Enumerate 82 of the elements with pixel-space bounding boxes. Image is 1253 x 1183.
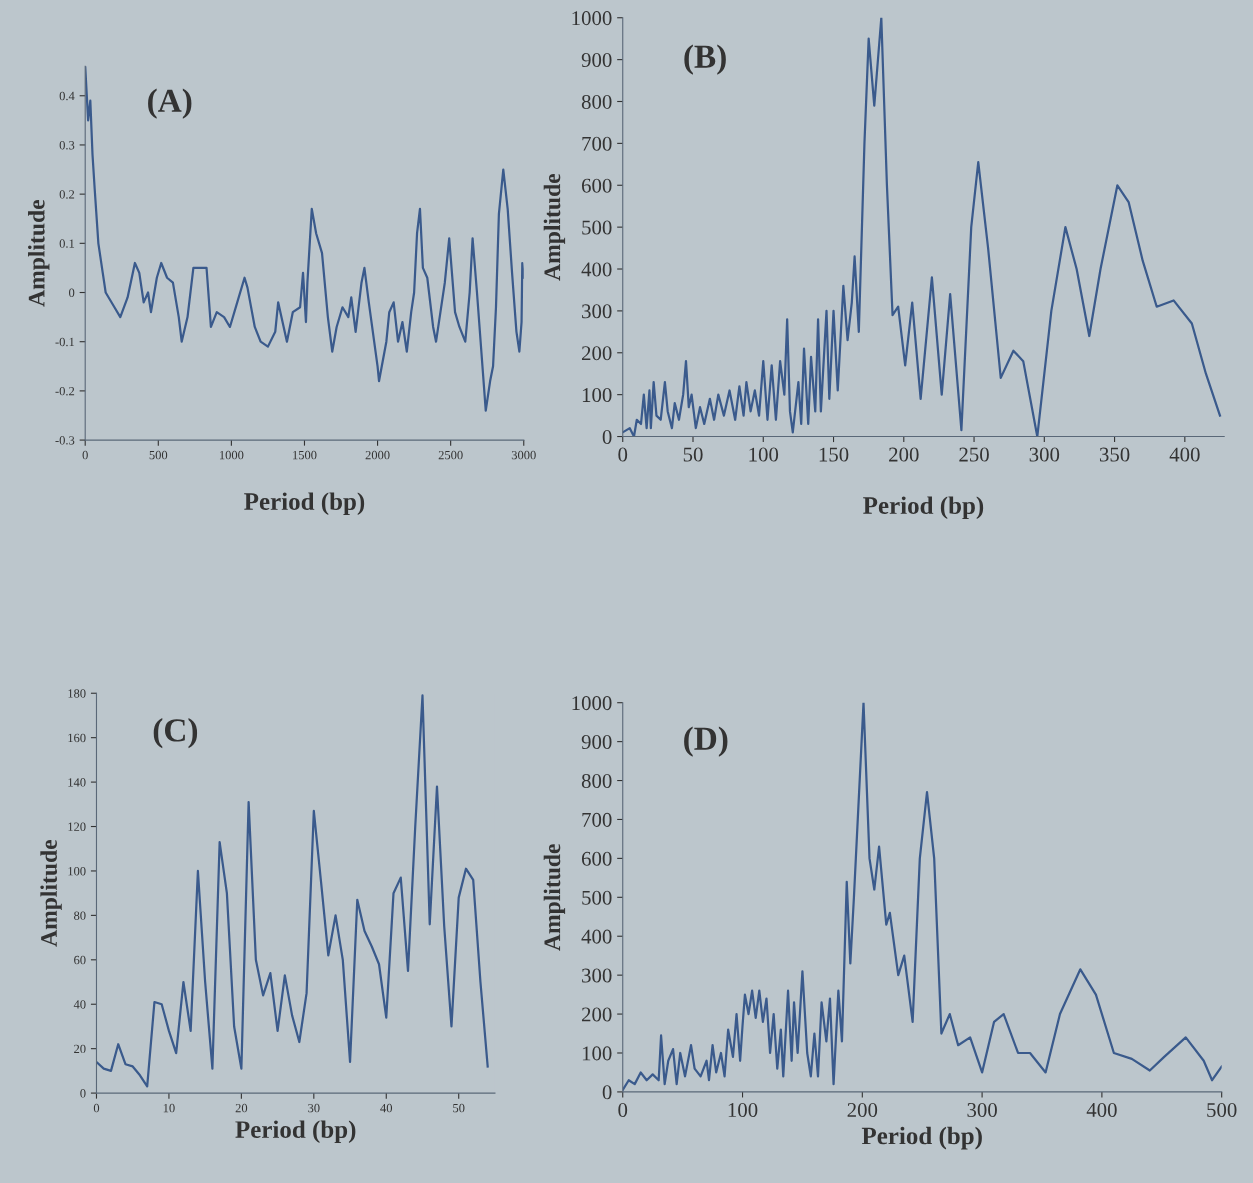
y-axis-title: Amplitude (40, 839, 62, 947)
x-tick-label: 400 (1086, 1102, 1117, 1117)
x-tick-label: 0 (618, 447, 628, 462)
y-tick-label: 180 (68, 689, 86, 698)
y-tick-label: 300 (582, 304, 612, 319)
y-tick-label: 700 (582, 812, 612, 827)
y-tick-label: 900 (581, 53, 612, 68)
y-tick-label: 200 (581, 346, 612, 361)
y-tick-label: 0 (602, 1085, 612, 1100)
x-tick-label: 20 (235, 1103, 248, 1113)
y-tick-label: 900 (581, 735, 612, 750)
annotation: (A) (148, 88, 192, 119)
x-tick-label: 200 (889, 447, 919, 462)
y-axis-title: Amplitude (543, 844, 566, 951)
y-tick-label: 300 (582, 968, 612, 983)
x-tick-label: 400 (1169, 447, 1200, 462)
y-tick-label: 140 (68, 778, 86, 787)
x-tick-label: 100 (749, 447, 779, 462)
y-tick-label: 500 (582, 890, 612, 905)
y-tick-label: 400 (581, 262, 612, 277)
x-tick-label: 200 (847, 1102, 878, 1117)
x-tick-label: 150 (819, 447, 849, 462)
y-tick-label: 600 (581, 851, 612, 866)
x-tick-label: 40 (380, 1103, 393, 1113)
y-tick-label: -0.3 (55, 436, 75, 445)
y-tick-label: 160 (68, 733, 86, 743)
x-tick-label: 1500 (293, 450, 317, 460)
line-series (622, 702, 1222, 1092)
y-tick-label: 120 (68, 822, 86, 831)
y-tick-label: 20 (74, 1044, 86, 1054)
y-tick-label: 1000 (572, 696, 612, 711)
x-axis-title: Period (bp) (244, 492, 365, 516)
y-axis-title: Amplitude (543, 173, 566, 281)
y-tick-label: -0.1 (55, 337, 75, 347)
x-tick-label: 350 (1099, 447, 1130, 462)
x-axis-title: Period (bp) (861, 1126, 982, 1150)
y-tick-label: 80 (74, 911, 86, 920)
y-tick-label: 0.2 (59, 190, 75, 199)
line-series (96, 694, 489, 1088)
x-axis-title: Period (bp) (235, 1120, 356, 1144)
y-tick-label: 0.4 (59, 91, 75, 101)
y-tick-label: 0.3 (59, 140, 75, 150)
y-tick-label: 0 (602, 429, 612, 444)
annotation: (D) (684, 726, 728, 757)
x-tick-label: 300 (1029, 447, 1060, 462)
x-tick-label: 50 (453, 1103, 465, 1113)
annotation: (C) (153, 718, 198, 749)
y-tick-label: 200 (581, 1007, 612, 1022)
y-tick-label: 0 (69, 288, 75, 297)
x-tick-label: 10 (163, 1103, 175, 1113)
y-tick-label: 600 (581, 178, 612, 193)
y-tick-label: 100 (68, 866, 86, 876)
y-tick-label: 0 (80, 1089, 86, 1098)
y-tick-label: 40 (73, 1000, 86, 1009)
x-tick-label: 100 (728, 1102, 758, 1117)
y-tick-label: 100 (582, 1046, 612, 1061)
x-axis-title: Period (bp) (863, 496, 984, 520)
x-tick-label: 2500 (438, 450, 463, 460)
y-tick-label: 800 (581, 94, 612, 109)
x-tick-label: 300 (967, 1102, 997, 1117)
annotation: (B) (684, 44, 726, 75)
y-axis-title: Amplitude (28, 199, 50, 307)
x-tick-label: 0 (618, 1102, 628, 1117)
x-tick-label: 30 (308, 1103, 320, 1113)
y-tick-label: 800 (581, 773, 612, 788)
y-tick-label: 100 (582, 388, 612, 403)
y-tick-label: 700 (582, 136, 612, 151)
y-tick-label: -0.2 (55, 386, 75, 396)
line-series (622, 17, 1222, 437)
x-tick-label: 50 (683, 447, 703, 462)
y-tick-label: 500 (582, 220, 612, 235)
y-tick-label: 400 (581, 929, 612, 944)
x-tick-label: 3000 (511, 450, 536, 460)
x-tick-label: 2000 (365, 450, 390, 460)
x-tick-label: 250 (959, 447, 989, 462)
x-tick-label: 500 (1207, 1102, 1237, 1117)
x-tick-label: 0 (93, 1103, 100, 1113)
y-tick-label: 0.1 (59, 239, 75, 248)
y-tick-label: 1000 (572, 11, 612, 26)
y-tick-label: 60 (74, 955, 86, 965)
x-tick-label: 1000 (219, 450, 244, 460)
x-tick-label: 500 (149, 450, 168, 460)
